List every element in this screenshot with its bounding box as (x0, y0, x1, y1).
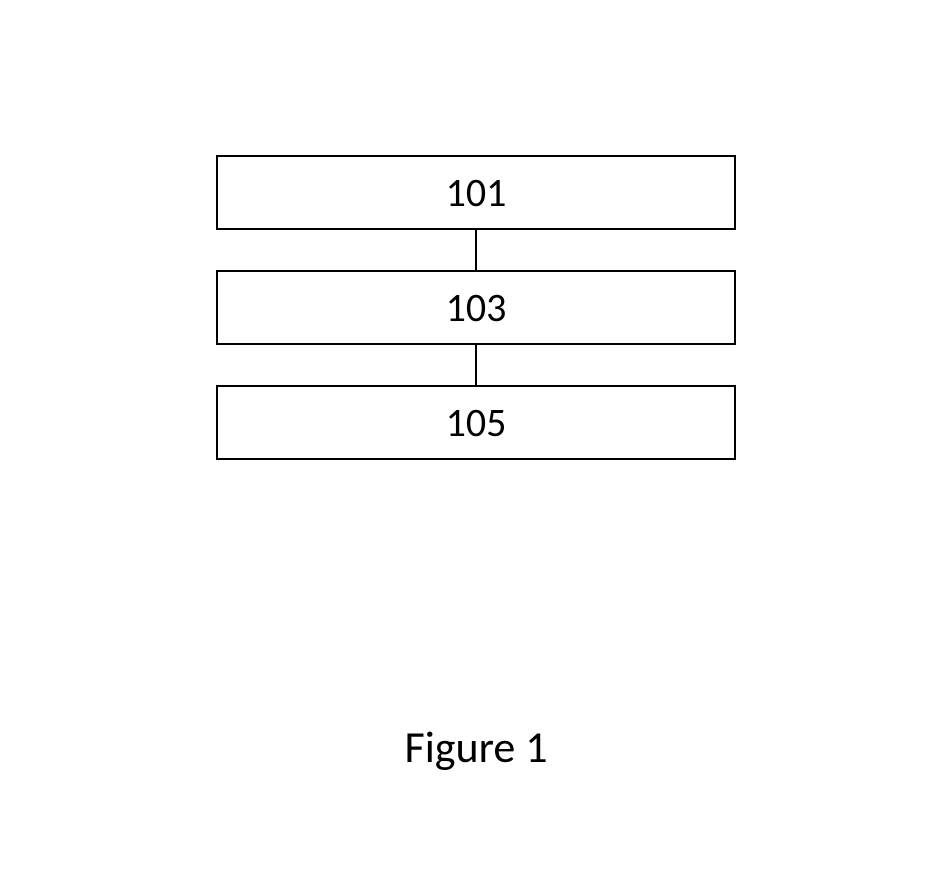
flowchart-node-101: 101 (216, 155, 736, 230)
flowchart-diagram: 101 103 105 (216, 155, 736, 460)
node-label: 103 (446, 283, 507, 332)
flowchart-node-105: 105 (216, 385, 736, 460)
node-label: 105 (446, 398, 507, 447)
figure-caption: Figure 1 (404, 720, 547, 774)
flowchart-connector (475, 230, 477, 270)
flowchart-connector (475, 345, 477, 385)
flowchart-node-103: 103 (216, 270, 736, 345)
node-label: 101 (446, 168, 507, 217)
